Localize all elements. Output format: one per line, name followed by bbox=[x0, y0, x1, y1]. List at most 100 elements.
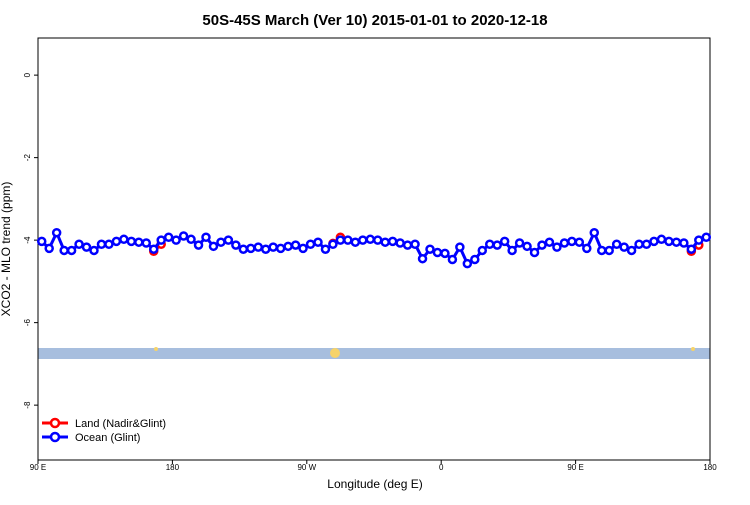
data-point bbox=[694, 235, 704, 245]
x-tick-label: 90 E bbox=[567, 463, 583, 472]
data-point bbox=[582, 243, 592, 254]
data-point bbox=[462, 258, 473, 269]
data-point bbox=[619, 242, 629, 252]
legend-marker bbox=[49, 431, 61, 443]
data-point bbox=[440, 248, 450, 259]
data-point bbox=[671, 237, 682, 247]
data-point bbox=[387, 236, 398, 247]
data-point bbox=[544, 237, 555, 247]
data-point bbox=[268, 242, 278, 252]
data-point bbox=[552, 242, 562, 252]
coverage-spot bbox=[691, 347, 695, 351]
data-point bbox=[298, 243, 308, 254]
data-point bbox=[119, 234, 129, 245]
data-point bbox=[649, 236, 659, 247]
data-point bbox=[604, 245, 614, 256]
data-point bbox=[89, 245, 99, 256]
data-point bbox=[246, 243, 256, 254]
y-axis-label: XCO2 - MLO trend (ppm) bbox=[0, 182, 13, 317]
data-point bbox=[238, 244, 249, 254]
data-point bbox=[96, 239, 107, 250]
data-point bbox=[313, 237, 323, 247]
data-point bbox=[417, 253, 428, 264]
data-point bbox=[410, 239, 420, 250]
data-point bbox=[156, 235, 166, 245]
data-point bbox=[81, 242, 92, 252]
data-point bbox=[537, 240, 547, 250]
data-point bbox=[402, 240, 413, 250]
data-point bbox=[343, 235, 353, 245]
data-point bbox=[178, 231, 189, 241]
data-point bbox=[36, 236, 47, 247]
data-point bbox=[193, 240, 204, 250]
y-tick-label: -8 bbox=[23, 401, 32, 409]
data-point bbox=[507, 245, 517, 256]
data-point bbox=[470, 254, 480, 265]
data-point bbox=[634, 239, 644, 250]
y-tick-label: 0 bbox=[23, 72, 32, 77]
data-point bbox=[425, 244, 435, 254]
data-point bbox=[283, 241, 293, 252]
data-point bbox=[44, 243, 54, 254]
data-point bbox=[223, 235, 234, 245]
data-point bbox=[447, 254, 458, 265]
data-point bbox=[358, 235, 368, 245]
data-point bbox=[380, 237, 390, 247]
data-point bbox=[574, 237, 585, 247]
x-tick-label: 90 W bbox=[297, 463, 316, 472]
data-point bbox=[134, 237, 144, 247]
data-point bbox=[664, 236, 674, 247]
data-point bbox=[559, 238, 570, 248]
data-point bbox=[686, 244, 697, 254]
data-point bbox=[350, 237, 361, 247]
data-point bbox=[111, 236, 122, 247]
data-point bbox=[201, 232, 211, 242]
x-axis-label: Longitude (deg E) bbox=[327, 477, 422, 491]
legend-label: Land (Nadir&Glint) bbox=[75, 418, 166, 430]
data-point bbox=[492, 240, 502, 250]
data-point bbox=[611, 239, 622, 250]
data-point bbox=[522, 241, 532, 252]
legend-marker bbox=[49, 417, 61, 429]
data-point bbox=[186, 234, 196, 245]
data-point bbox=[626, 245, 637, 256]
data-point bbox=[372, 235, 383, 245]
data-point bbox=[484, 239, 495, 250]
x-tick-label: 180 bbox=[166, 463, 180, 472]
data-point bbox=[589, 227, 600, 238]
data-point bbox=[216, 237, 226, 247]
data-point bbox=[455, 242, 465, 252]
data-point bbox=[656, 234, 667, 245]
data-point bbox=[305, 239, 316, 250]
data-point bbox=[335, 235, 346, 245]
plot-frame bbox=[37, 37, 711, 461]
coverage-spot bbox=[330, 348, 340, 358]
data-point bbox=[567, 236, 577, 247]
data-point bbox=[66, 245, 77, 256]
data-point bbox=[290, 240, 301, 250]
x-tick-label: 90 E bbox=[30, 463, 46, 472]
data-point bbox=[253, 242, 264, 252]
y-tick-label: -2 bbox=[23, 154, 32, 162]
data-point bbox=[477, 245, 488, 256]
data-point bbox=[51, 227, 62, 238]
data-point bbox=[148, 244, 159, 254]
coverage-spot bbox=[154, 347, 158, 351]
x-tick-label: 0 bbox=[439, 463, 444, 472]
data-point bbox=[596, 245, 607, 256]
data-point bbox=[641, 239, 652, 250]
data-point bbox=[141, 238, 152, 248]
data-point bbox=[432, 247, 443, 258]
data-point bbox=[499, 236, 510, 247]
coverage-band bbox=[38, 348, 710, 359]
chart-title: 50S-45S March (Ver 10) 2015-01-01 to 202… bbox=[202, 12, 547, 29]
y-tick-label: -6 bbox=[23, 319, 32, 327]
data-point bbox=[163, 232, 174, 242]
data-point bbox=[275, 243, 286, 254]
y-tick-label: -4 bbox=[23, 236, 32, 244]
data-point bbox=[365, 234, 376, 245]
data-point bbox=[395, 238, 405, 248]
data-point bbox=[171, 235, 181, 245]
data-point bbox=[320, 244, 331, 254]
